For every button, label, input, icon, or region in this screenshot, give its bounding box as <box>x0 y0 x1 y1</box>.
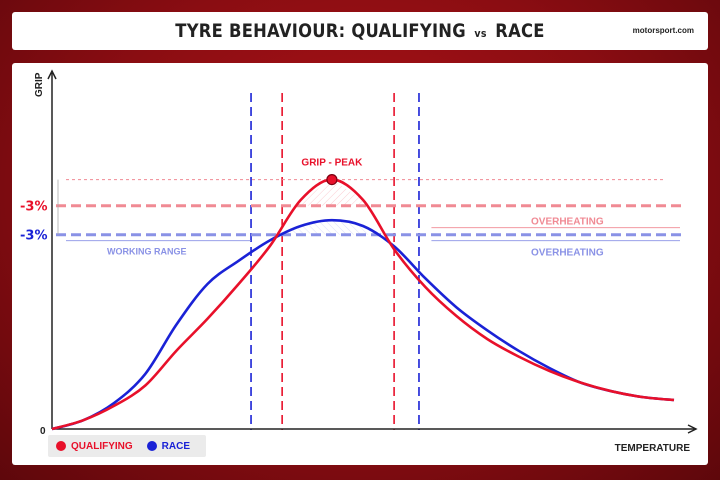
grip-peak-marker <box>326 173 338 186</box>
legend-item-race: RACE <box>146 440 191 452</box>
qualifying-minus3-label: -3% <box>20 200 47 215</box>
title-card: TYRE BEHAVIOUR: QUALIFYING vs RACE motor… <box>12 12 708 50</box>
race-overheating-label: OVERHEATING <box>531 248 604 259</box>
working-range-label: WORKING RANGE <box>107 247 187 257</box>
y-zero-label: 0 <box>40 426 46 437</box>
title-vs: vs <box>474 27 487 40</box>
title-part-2: RACE <box>495 20 545 42</box>
grip-peak-label: GRIP - PEAK <box>301 158 363 169</box>
chart-title: TYRE BEHAVIOUR: QUALIFYING vs RACE <box>61 20 660 42</box>
x-axis-label: TEMPERATURE <box>615 443 691 454</box>
y-axis-label: GRIP <box>34 72 45 97</box>
chart-card: -3% -3% OVERHEATING OVERHEATING WORKING RANG… <box>12 63 708 465</box>
title-part-1: TYRE BEHAVIOUR: QUALIFYING <box>175 20 466 42</box>
y-axis-arrow-icon <box>47 69 57 80</box>
legend: QUALIFYING RACE <box>48 435 206 457</box>
qualifying-overheating-label: OVERHEATING <box>531 217 604 228</box>
x-axis-arrow-icon <box>687 424 698 434</box>
series-line-qualifying <box>51 178 675 431</box>
legend-label-qualifying: QUALIFYING <box>71 440 133 452</box>
qualifying-peak-hatch <box>297 179 367 206</box>
legend-label-race: RACE <box>161 440 191 452</box>
race-minus3-label: -3% <box>20 229 47 244</box>
legend-item-qualifying: QUALIFYING <box>56 441 133 452</box>
race-peak-hatch <box>282 220 376 235</box>
qualifying-dot-icon <box>56 441 66 451</box>
brand-logo: motorsport.com <box>632 26 694 35</box>
chart-canvas: -3% -3% OVERHEATING OVERHEATING WORKING RANG… <box>20 69 698 454</box>
race-dot-icon <box>146 441 157 451</box>
